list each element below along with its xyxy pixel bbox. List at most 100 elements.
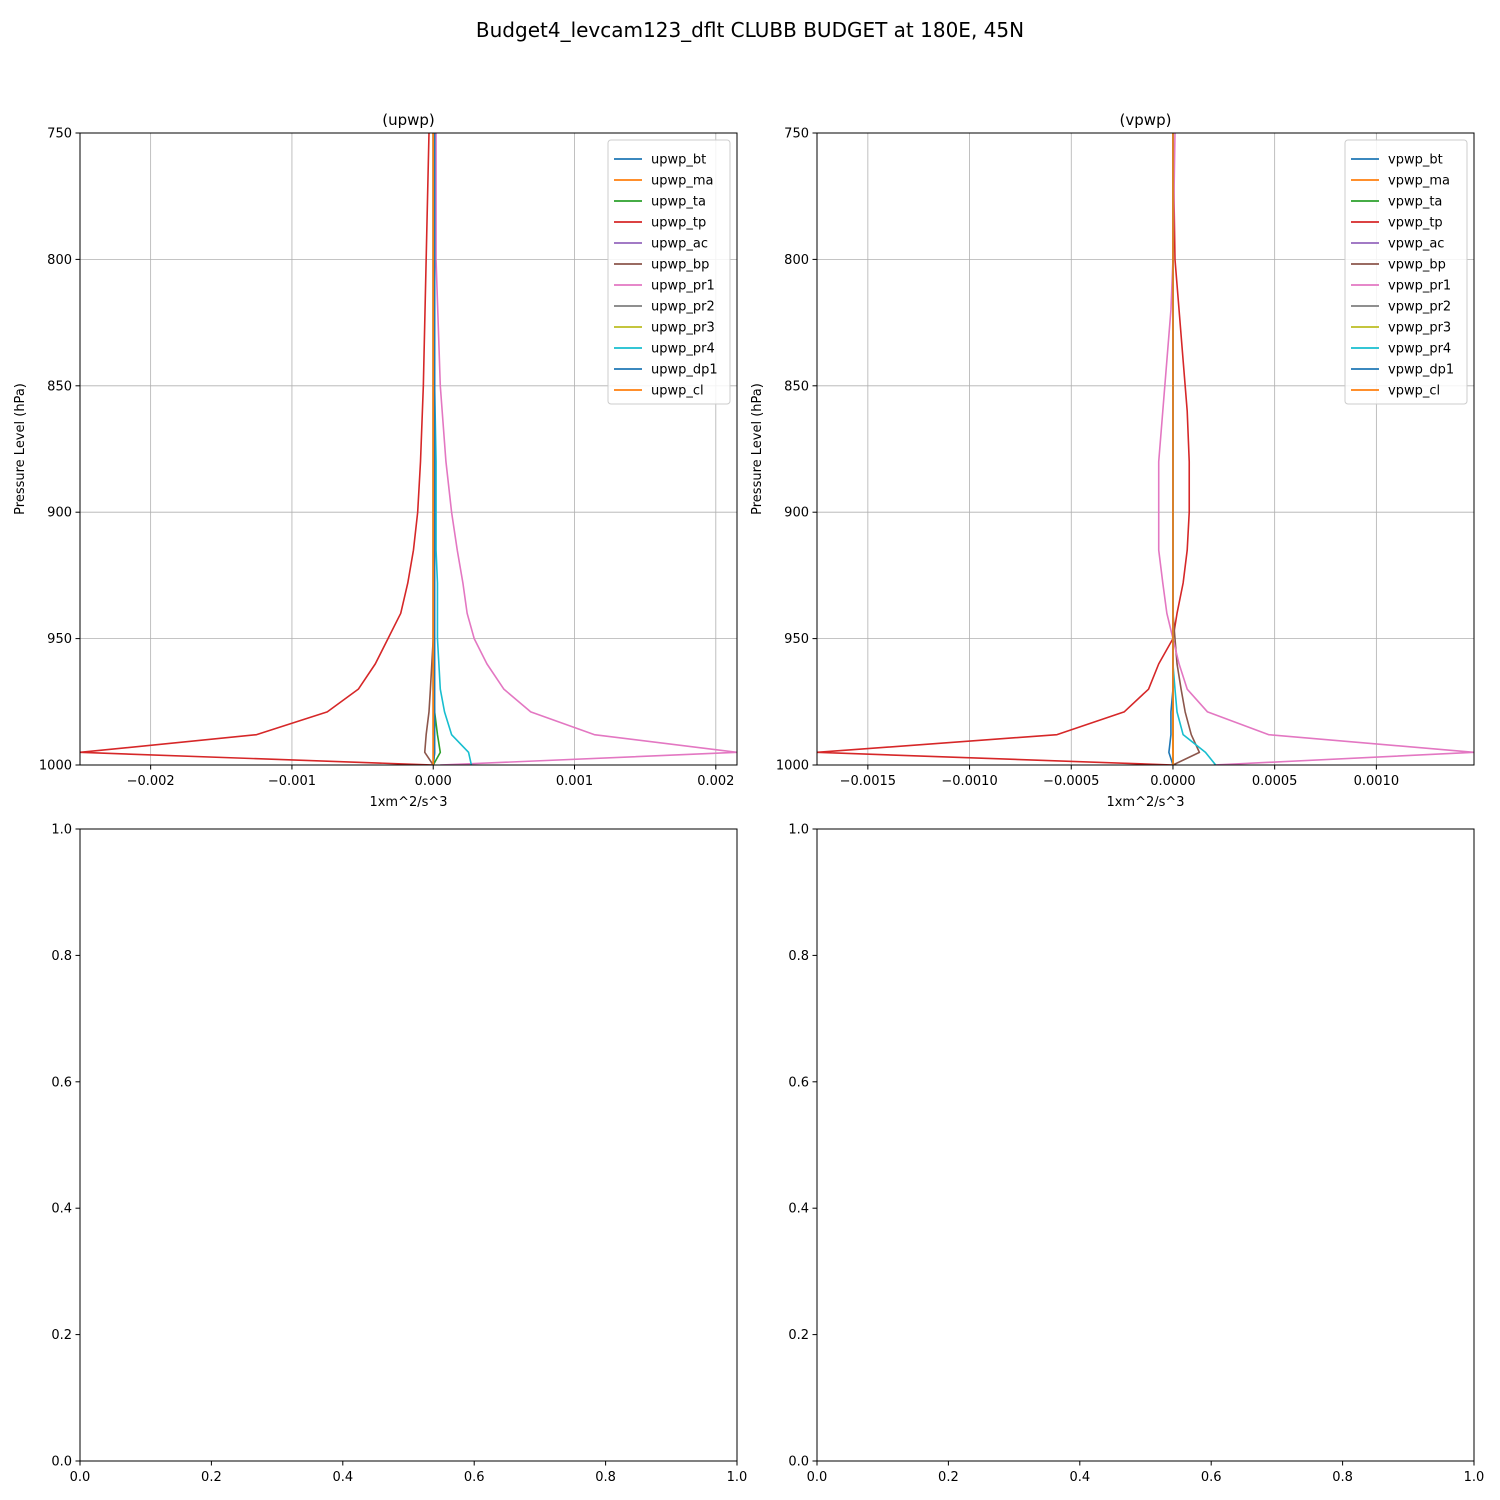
y-tick-label: 1.0 — [788, 823, 809, 838]
y-tick-label: 800 — [47, 253, 72, 268]
legend-label: vpwp_bp — [1388, 258, 1446, 273]
x-tick-label: 0.6 — [1201, 1470, 1222, 1485]
x-tick-label: 0.0005 — [1252, 774, 1298, 789]
legend-label: upwp_bt — [651, 153, 706, 168]
y-tick-label: 1000 — [776, 759, 809, 774]
x-tick-label: 0.4 — [332, 1470, 353, 1485]
y-tick-label: 0.6 — [788, 1075, 809, 1090]
y-tick-label: 750 — [47, 127, 72, 142]
x-tick-label: 1.0 — [1464, 1470, 1485, 1485]
y-tick-label: 900 — [47, 506, 72, 521]
x-tick-label: 0.002 — [697, 774, 734, 789]
y-tick-label: 0.8 — [788, 949, 809, 964]
series-line-vpwp_pr1 — [1157, 133, 1474, 765]
legend-label: vpwp_pr3 — [1388, 321, 1451, 336]
x-tick-label: −0.0005 — [1043, 774, 1099, 789]
legend-label: vpwp_pr4 — [1388, 342, 1451, 357]
legend-label: upwp_pr4 — [651, 342, 715, 357]
y-tick-label: 800 — [784, 253, 809, 268]
x-tick-label: 0.8 — [1332, 1470, 1353, 1485]
x-tick-label: 0.0 — [807, 1470, 828, 1485]
x-tick-label: 0.2 — [938, 1470, 959, 1485]
y-tick-label: 0.2 — [788, 1328, 809, 1343]
series-group — [80, 133, 737, 765]
x-tick-label: 0.0 — [70, 1470, 91, 1485]
panel-4: 0.0 0.2 0.4 0.6 0.8 1.0 0.0 0.2 0.4 0.6 0.8 1.0 — [788, 823, 1484, 1486]
x-tick-label: 0.2 — [201, 1470, 222, 1485]
legend-label: upwp_cl — [651, 384, 704, 399]
legend-label: vpwp_pr2 — [1388, 300, 1451, 315]
y-tick-label: 750 — [784, 127, 809, 142]
legend-label: upwp_dp1 — [651, 363, 718, 378]
legend-box — [1344, 139, 1468, 405]
x-tick-label: 0.001 — [556, 774, 593, 789]
series-line-upwp_dp1 — [432, 133, 436, 765]
legend-label: vpwp_pr1 — [1388, 279, 1451, 294]
y-tick-label: 1.0 — [51, 823, 72, 838]
legend-label: upwp_pr2 — [651, 300, 715, 315]
panel-title: (upwp) — [382, 111, 435, 129]
legend: vpwp_bt vpwp_ma vpwp_ta vpwp_tp vpwp_ac vpwp_… — [1344, 139, 1468, 405]
y-tick-label: 0.2 — [51, 1328, 72, 1343]
x-tick-label: 0.000 — [415, 774, 452, 789]
legend-label: upwp_pr1 — [651, 279, 715, 294]
x-tick-label: 0.4 — [1069, 1470, 1090, 1485]
x-tick-label: 1.0 — [727, 1470, 748, 1485]
figure-title: Budget4_levcam123_dflt CLUBB BUDGET at 1… — [476, 18, 1024, 42]
series-group — [817, 133, 1474, 765]
legend-label: upwp_ma — [651, 174, 714, 189]
legend-label: upwp_ac — [651, 237, 708, 252]
panel-2: −0.0015 −0.0010 −0.0005 0.0000 0.0005 0.0010 7… — [750, 111, 1475, 810]
legend-label: upwp_ta — [651, 195, 706, 210]
legend-label: vpwp_bt — [1388, 153, 1443, 168]
legend-label: vpwp_ta — [1388, 195, 1442, 210]
legend-label: upwp_bp — [651, 258, 709, 273]
y-tick-label: 0.0 — [51, 1455, 72, 1470]
y-tick-label: 850 — [784, 379, 809, 394]
legend-box — [607, 139, 731, 405]
y-tick-label: 0.4 — [51, 1202, 72, 1217]
y-tick-label: 950 — [784, 632, 809, 647]
x-tick-label: −0.0015 — [840, 774, 896, 789]
series-line-vpwp_tp — [817, 133, 1191, 765]
panel-3: 0.0 0.2 0.4 0.6 0.8 1.0 0.0 0.2 0.4 0.6 0.8 1.0 — [51, 823, 747, 1486]
axes-frame — [816, 828, 1475, 1462]
legend-label: vpwp_ma — [1388, 174, 1450, 189]
panel-title: (vpwp) — [1120, 111, 1172, 129]
x-tick-label: 0.0010 — [1354, 774, 1400, 789]
x-tick-label: −0.0010 — [941, 774, 997, 789]
legend-label: upwp_pr3 — [651, 321, 715, 336]
panel-1: −0.002 −0.001 0.000 0.001 0.002 750 800 850 900 9… — [13, 111, 738, 810]
axes-frame — [816, 132, 1475, 766]
x-axis-label: 1xm^2/s^3 — [369, 795, 447, 810]
legend: upwp_bt upwp_ma upwp_ta upwp_tp upwp_ac upwp_… — [607, 139, 731, 405]
panels: −0.002 −0.001 0.000 0.001 0.002 750 800 850 900 9… — [13, 111, 1484, 1485]
legend-label: vpwp_cl — [1388, 384, 1440, 399]
y-tick-label: 1000 — [39, 759, 72, 774]
legend-label: vpwp_tp — [1388, 216, 1443, 231]
y-axis-label: Pressure Level (hPa) — [750, 383, 765, 515]
y-axis-label: Pressure Level (hPa) — [13, 383, 28, 515]
series-line-upwp_tp — [80, 133, 434, 765]
y-tick-label: 0.4 — [788, 1202, 809, 1217]
x-tick-label: 0.8 — [595, 1470, 616, 1485]
legend-label: upwp_tp — [651, 216, 706, 231]
y-tick-label: 850 — [47, 379, 72, 394]
x-tick-label: 0.6 — [464, 1470, 485, 1485]
legend-label: vpwp_dp1 — [1388, 363, 1454, 378]
y-tick-label: 900 — [784, 506, 809, 521]
y-tick-label: 0.8 — [51, 949, 72, 964]
x-tick-label: −0.002 — [127, 774, 175, 789]
y-tick-label: 0.0 — [788, 1455, 809, 1470]
series-line-upwp_pr1 — [435, 133, 737, 765]
y-tick-label: 950 — [47, 632, 72, 647]
axes-frame — [79, 828, 738, 1462]
y-tick-label: 0.6 — [51, 1075, 72, 1090]
x-tick-label: −0.001 — [268, 774, 316, 789]
axes-frame — [79, 132, 738, 766]
x-axis-label: 1xm^2/s^3 — [1106, 795, 1184, 810]
legend-label: vpwp_ac — [1388, 237, 1444, 252]
x-tick-label: 0.0000 — [1150, 774, 1196, 789]
